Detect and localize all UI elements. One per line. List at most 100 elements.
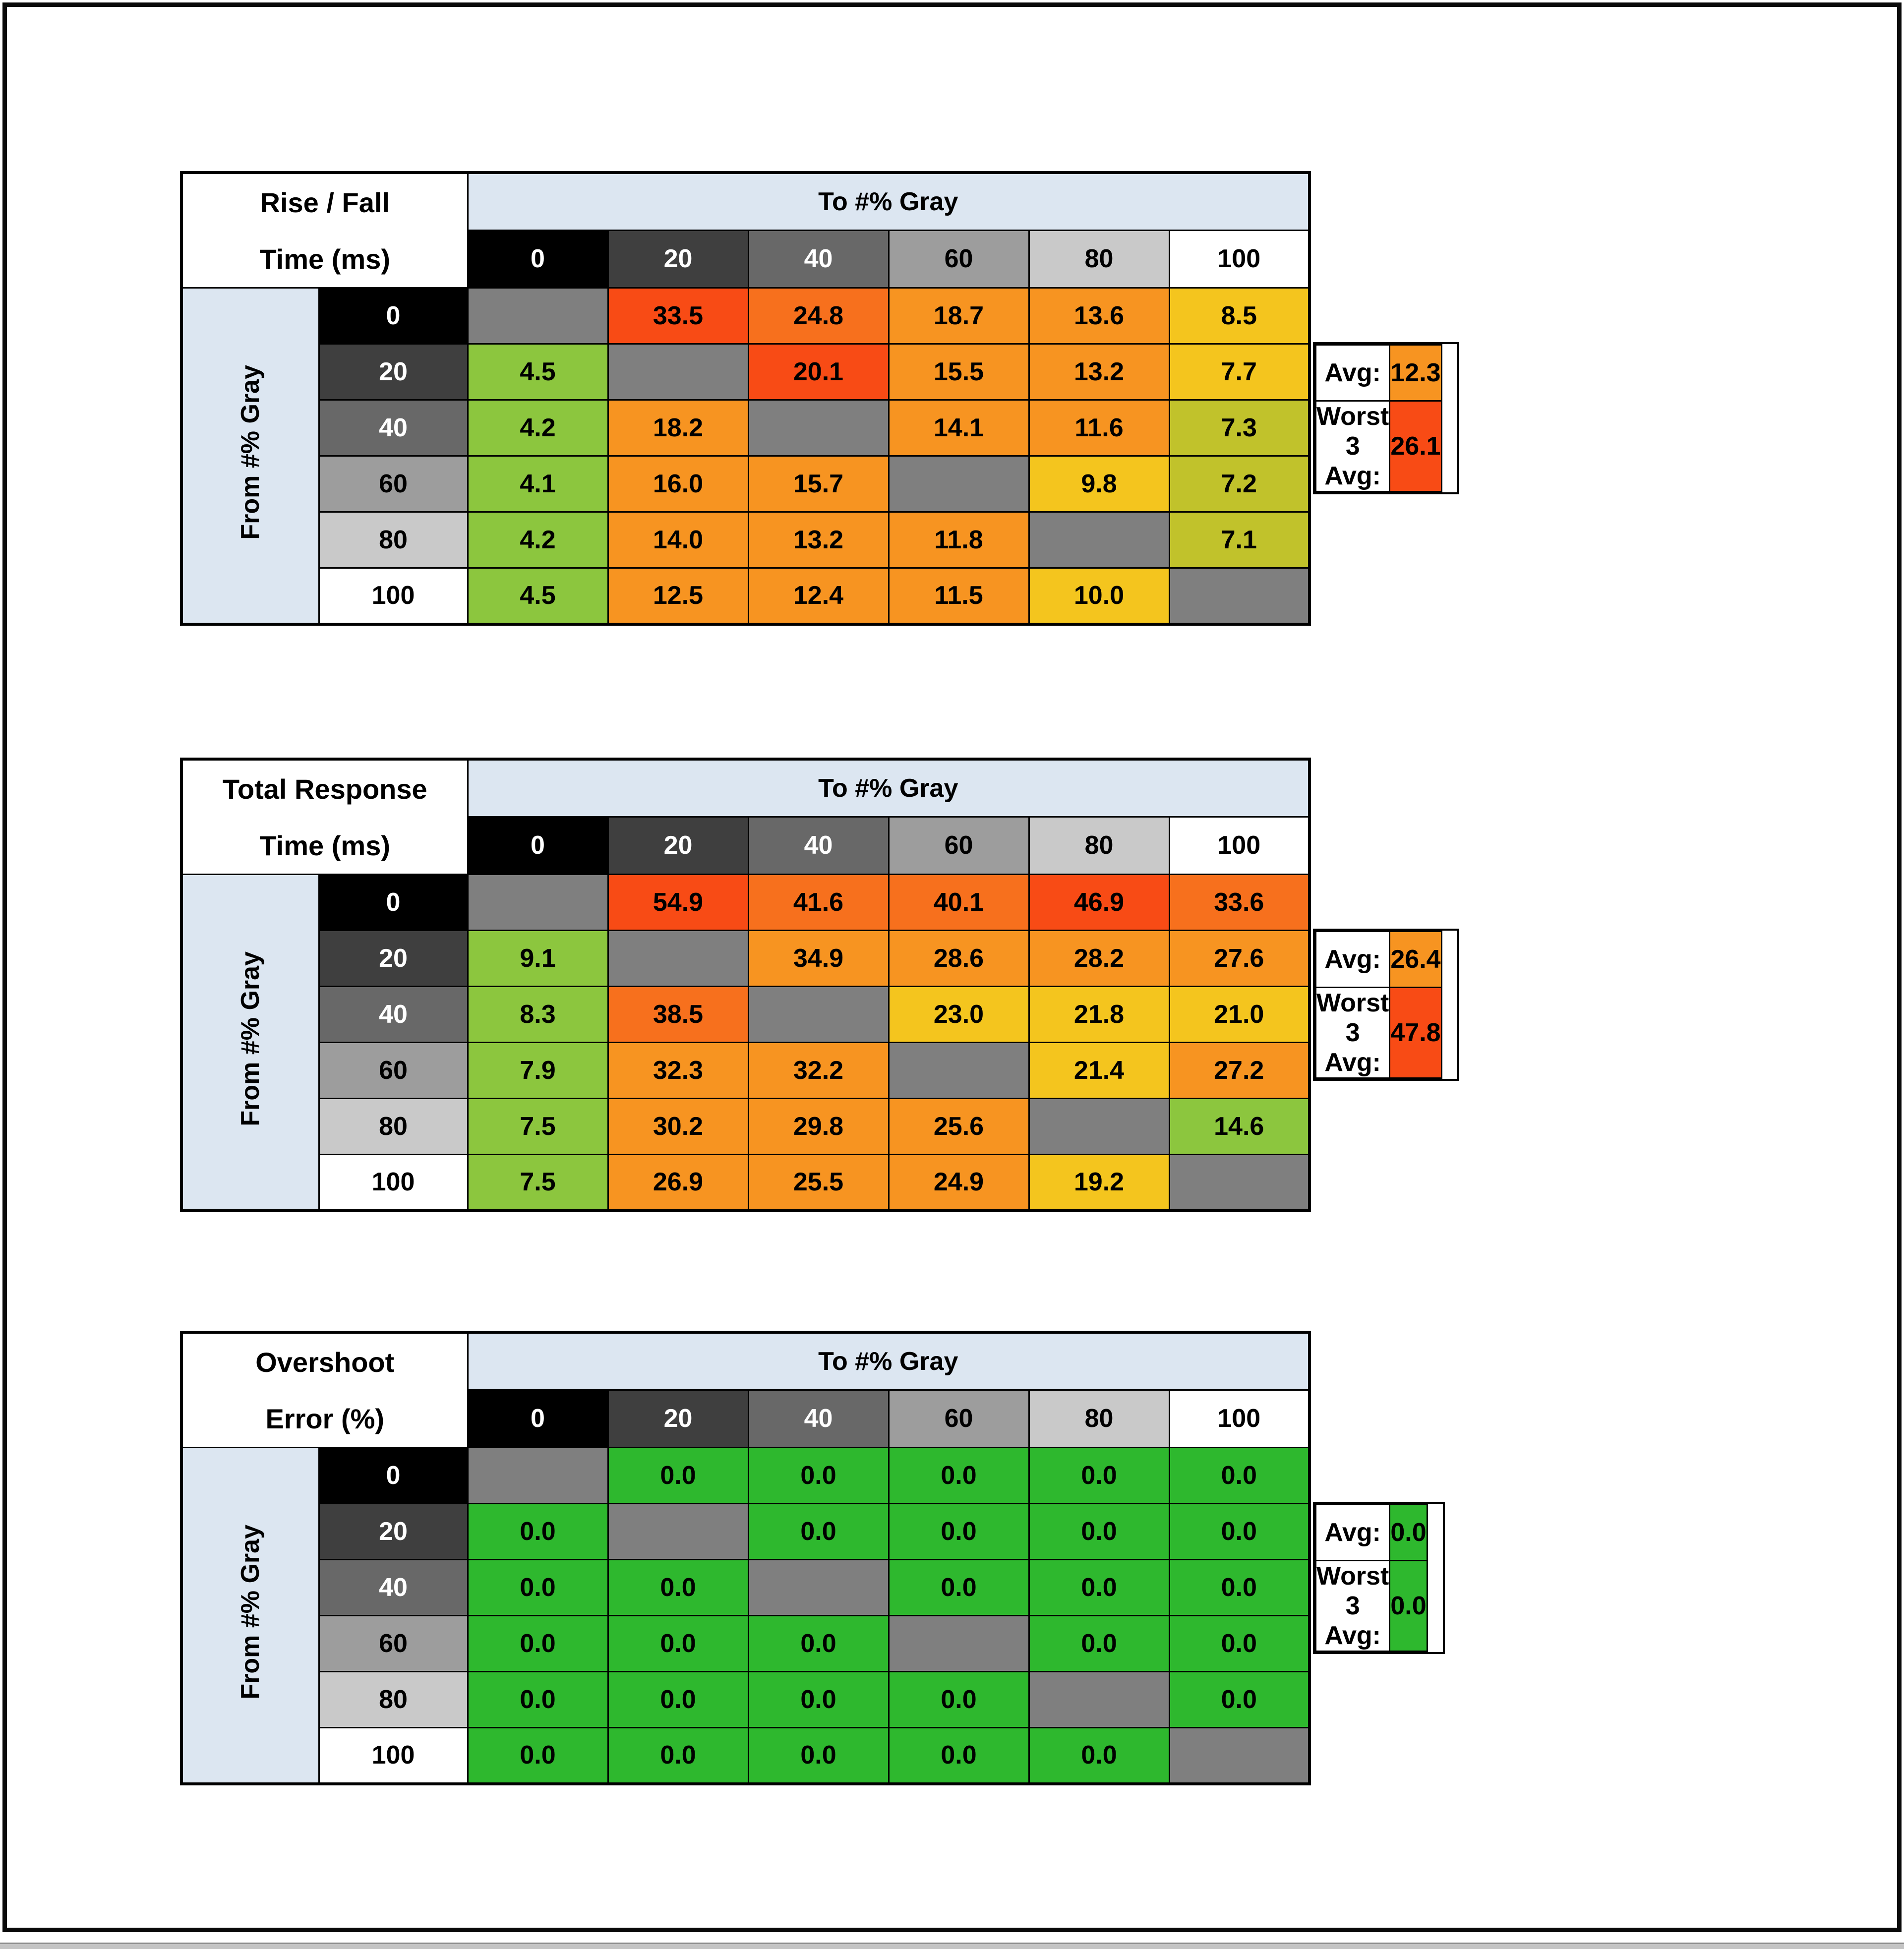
- overshoot-error-cell-from20-to60: 0.0: [888, 1503, 1030, 1560]
- total-response-time-cell-from0-to60: 40.1: [888, 874, 1030, 931]
- rise-fall-time-row-group-label: From #% Gray: [180, 287, 320, 625]
- overshoot-error-row-header-60: 60: [318, 1615, 469, 1672]
- total-response-time-cell-from20-to60: 28.6: [888, 930, 1030, 987]
- overshoot-error-cell-from40-to20: 0.0: [607, 1559, 749, 1616]
- overshoot-error-row-group-label: From #% Gray: [180, 1447, 320, 1784]
- rise-fall-time-col-header-20: 20: [607, 229, 749, 289]
- total-response-time-worst-value: 47.8: [1389, 987, 1442, 1079]
- rise-fall-time-title: Rise / Fall Time (ms): [180, 172, 469, 289]
- overshoot-error-row-header-40: 40: [318, 1559, 469, 1616]
- total-response-time-cell-from80-to100: 14.6: [1168, 1098, 1310, 1155]
- total-response-time-cell-from40-to20: 38.5: [607, 986, 749, 1043]
- overshoot-error-avg-label: Avg:: [1314, 1504, 1391, 1561]
- overshoot-error-col-header-80: 80: [1028, 1389, 1170, 1449]
- total-response-time-avg-label: Avg:: [1314, 931, 1391, 988]
- rise-fall-time-cell-from60-to0: 4.1: [467, 455, 609, 513]
- rise-fall-time-cell-from20-to100: 7.7: [1168, 343, 1310, 401]
- total-response-time-grid: Total Response Time (ms) To #% Gray 0 20 40 60…: [180, 758, 1311, 1212]
- rise-fall-time-cell-from20-to20: [607, 343, 749, 401]
- rise-fall-time-col-header-100: 100: [1168, 229, 1310, 289]
- total-response-time-cell-from100-to20: 26.9: [607, 1154, 749, 1211]
- heatmap-overshoot-error: Overshoot Error (%) To #% Gray 0 20 40 60 80 100…: [180, 1331, 1445, 1785]
- total-response-time-cell-from40-to60: 23.0: [888, 986, 1030, 1043]
- total-response-time-cell-from40-to80: 21.8: [1028, 986, 1170, 1043]
- overshoot-error-cell-from100-to0: 0.0: [467, 1727, 609, 1784]
- total-response-time-avg-value: 26.4: [1389, 931, 1442, 988]
- total-response-time-cell-from100-to80: 19.2: [1028, 1154, 1170, 1211]
- overshoot-error-row-header-80: 80: [318, 1671, 469, 1728]
- total-response-time-cell-from0-to0: [467, 874, 609, 931]
- total-response-time-cell-from60-to80: 21.4: [1028, 1042, 1170, 1099]
- total-response-time-row-group-label: From #% Gray: [180, 874, 320, 1211]
- overshoot-error-cell-from20-to80: 0.0: [1028, 1503, 1170, 1560]
- overshoot-error-cell-from0-to0: [467, 1447, 609, 1504]
- overshoot-error-cell-from80-to60: 0.0: [888, 1671, 1030, 1728]
- total-response-time-title-line: Time (ms): [259, 829, 390, 861]
- overshoot-error-cell-from0-to80: 0.0: [1028, 1447, 1170, 1504]
- total-response-time-row-header-80: 80: [318, 1098, 469, 1155]
- rise-fall-time-row-header-100: 100: [318, 567, 469, 625]
- rise-fall-time-row-header-60: 60: [318, 455, 469, 513]
- rise-fall-time-cell-from100-to20: 12.5: [607, 567, 749, 625]
- total-response-time-row-header-0: 0: [318, 874, 469, 931]
- overshoot-error-cell-from100-to20: 0.0: [607, 1727, 749, 1784]
- rise-fall-time-cell-from80-to100: 7.1: [1168, 511, 1310, 569]
- rise-fall-time-summary-grid: Avg: 12.3 Worst 3 Avg: 26.1: [1314, 344, 1442, 492]
- total-response-time-col-header-80: 80: [1028, 816, 1170, 876]
- total-response-time-cell-from0-to80: 46.9: [1028, 874, 1170, 931]
- total-response-time-cell-from60-to100: 27.2: [1168, 1042, 1310, 1099]
- rise-fall-time-col-header-80: 80: [1028, 229, 1170, 289]
- overshoot-error-summary-grid: Avg: 0.0 Worst 3 Avg: 0.0: [1314, 1504, 1428, 1652]
- overshoot-error-cell-from60-to40: 0.0: [747, 1615, 890, 1672]
- total-response-time-cell-from100-to100: [1168, 1154, 1310, 1211]
- overshoot-error-cell-from40-to80: 0.0: [1028, 1559, 1170, 1616]
- total-response-time-cell-from60-to20: 32.3: [607, 1042, 749, 1099]
- rise-fall-time-cell-from0-to60: 18.7: [888, 287, 1030, 345]
- overshoot-error-cell-from80-to20: 0.0: [607, 1671, 749, 1728]
- total-response-time-row-header-20: 20: [318, 930, 469, 987]
- rise-fall-time-cell-from40-to80: 11.6: [1028, 399, 1170, 457]
- total-response-time-cell-from40-to0: 8.3: [467, 986, 609, 1043]
- total-response-time-cell-from20-to100: 27.6: [1168, 930, 1310, 987]
- total-response-time-cell-from100-to60: 24.9: [888, 1154, 1030, 1211]
- overshoot-error-cell-from60-to80: 0.0: [1028, 1615, 1170, 1672]
- overshoot-error-col-header-100: 100: [1168, 1389, 1310, 1449]
- total-response-time-row-header-100: 100: [318, 1154, 469, 1211]
- rise-fall-time-row-header-20: 20: [318, 343, 469, 401]
- overshoot-error-cell-from100-to40: 0.0: [747, 1727, 890, 1784]
- overshoot-error-title-line: Error (%): [265, 1403, 385, 1434]
- rise-fall-time-cell-from40-to100: 7.3: [1168, 399, 1310, 457]
- rise-fall-time-cell-from0-to80: 13.6: [1028, 287, 1170, 345]
- total-response-time-cell-from20-to40: 34.9: [747, 930, 890, 987]
- overshoot-error-row-header-20: 20: [318, 1503, 469, 1560]
- overshoot-error-row-header-0: 0: [318, 1447, 469, 1504]
- rise-fall-time-worst-value: 26.1: [1389, 400, 1442, 492]
- total-response-time-summary-grid: Avg: 26.4 Worst 3 Avg: 47.8: [1314, 931, 1442, 1079]
- rise-fall-time-cell-from20-to60: 15.5: [888, 343, 1030, 401]
- total-response-time-cell-from20-to20: [607, 930, 749, 987]
- overshoot-error-col-header-0: 0: [467, 1389, 609, 1449]
- overshoot-error-col-header-60: 60: [888, 1389, 1030, 1449]
- overshoot-error-cell-from100-to100: [1168, 1727, 1310, 1784]
- overshoot-error-cell-from80-to40: 0.0: [747, 1671, 890, 1728]
- total-response-time-cell-from20-to80: 28.2: [1028, 930, 1170, 987]
- rise-fall-time-row-header-40: 40: [318, 399, 469, 457]
- overshoot-error-cell-from40-to40: [747, 1559, 890, 1616]
- total-response-time-cell-from0-to100: 33.6: [1168, 874, 1310, 931]
- total-response-time-cell-from0-to20: 54.9: [607, 874, 749, 931]
- overshoot-error-summary: Avg: 0.0 Worst 3 Avg: 0.0: [1313, 1502, 1445, 1654]
- overshoot-error-cell-from80-to0: 0.0: [467, 1671, 609, 1728]
- rise-fall-time-cell-from80-to0: 4.2: [467, 511, 609, 569]
- window-bottom-edge: [0, 1943, 1904, 1949]
- rise-fall-time-col-header-40: 40: [747, 229, 890, 289]
- overshoot-error-cell-from80-to100: 0.0: [1168, 1671, 1310, 1728]
- rise-fall-time-col-header-0: 0: [467, 229, 609, 289]
- overshoot-error-worst-value: 0.0: [1389, 1560, 1428, 1652]
- rise-fall-time-cell-from80-to60: 11.8: [888, 511, 1030, 569]
- total-response-time-cell-from60-to40: 32.2: [747, 1042, 890, 1099]
- total-response-time-cell-from40-to40: [747, 986, 890, 1043]
- rise-fall-time-title-line: Time (ms): [259, 243, 390, 275]
- rise-fall-time-row-header-80: 80: [318, 511, 469, 569]
